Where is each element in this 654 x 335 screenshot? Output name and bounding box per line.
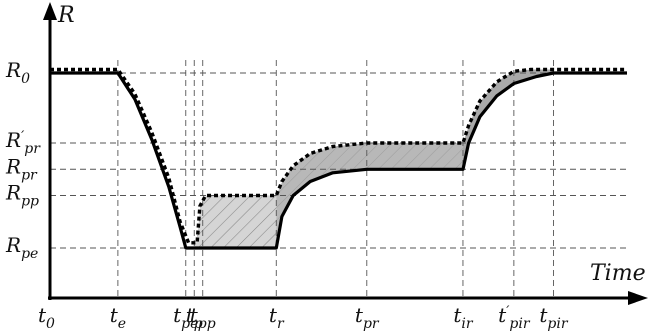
guide-lines (50, 60, 630, 298)
shaded-region-light (194, 195, 277, 248)
y-label-r0: R0 (5, 58, 30, 87)
x-axis-label: Time (590, 261, 646, 286)
x-label-te: te (110, 303, 126, 332)
x-label-tpp: tpp (190, 303, 216, 332)
performance-curve-dotted (50, 67, 627, 245)
y-label-rpe: Rpe (5, 233, 38, 262)
x-label-tpir_: t′pir (498, 303, 531, 332)
performance-curve-solid (50, 71, 627, 250)
axes (43, 2, 648, 305)
x-label-t0: t0 (38, 303, 55, 332)
x-axis-arrow-icon (628, 291, 648, 305)
x-label-tpir: tpir (539, 303, 568, 332)
y-axis-label: R (57, 3, 75, 28)
x-label-tpe: tpe (173, 303, 198, 332)
y-label-rpr_: R′pr (5, 128, 41, 157)
x-label-tp: tp (186, 303, 203, 332)
x-label-tpr: tpr (355, 303, 380, 332)
y-label-rpp: Rpp (5, 181, 39, 210)
y-label-rpr: Rpr (5, 154, 38, 183)
shaded-regions (194, 69, 554, 248)
y-axis-arrow-icon (43, 2, 57, 20)
x-label-tir: tir (453, 303, 474, 332)
x-label-tr: tr (269, 303, 285, 332)
